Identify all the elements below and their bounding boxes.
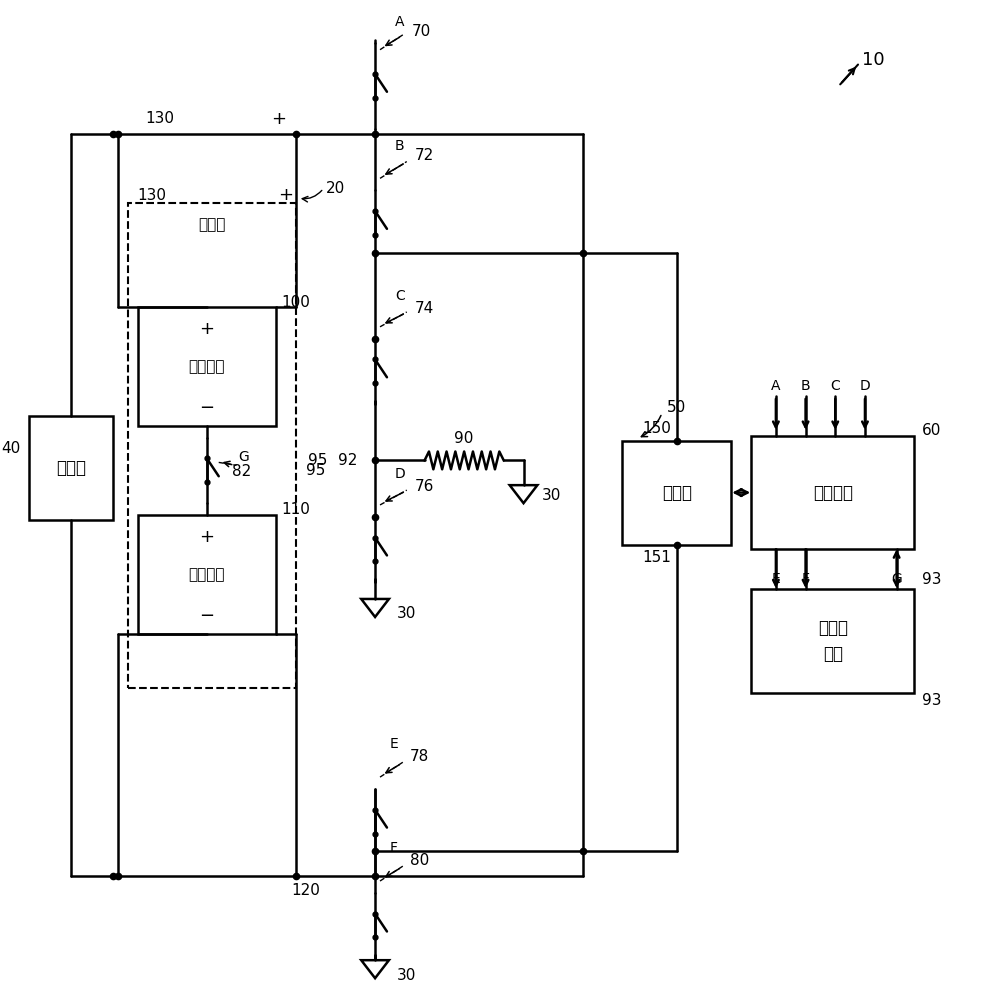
Text: G: G [891,572,902,586]
Text: 76: 76 [414,479,433,494]
Text: 130: 130 [137,188,166,203]
Bar [750,436,913,549]
Bar [137,515,276,634]
Text: B: B [395,139,405,153]
Text: 82: 82 [232,464,250,479]
Text: +: + [278,186,293,204]
Bar [127,203,295,688]
Text: 装置: 装置 [822,645,842,663]
Text: 30: 30 [541,488,561,503]
Text: 151: 151 [642,550,671,565]
Text: 110: 110 [280,502,309,517]
Text: E: E [390,737,399,751]
Text: 20: 20 [325,181,345,196]
Text: 120: 120 [290,883,319,898]
Text: 电池组: 电池组 [198,217,226,232]
Text: 93: 93 [921,693,941,708]
Text: D: D [395,467,406,481]
Bar [750,589,913,693]
Text: 70: 70 [412,24,430,39]
Text: +: + [199,528,214,546]
Text: E: E [770,572,779,586]
Text: A: A [770,379,780,393]
Text: C: C [395,289,405,303]
Text: 150: 150 [642,421,671,436]
Text: +: + [199,320,214,338]
Text: 90: 90 [454,431,473,446]
Text: F: F [390,841,398,855]
Text: 10: 10 [861,51,884,69]
Text: 93: 93 [921,572,941,587]
Text: 130: 130 [145,111,174,126]
Text: 60: 60 [921,423,940,438]
Text: +: + [270,110,285,128]
Text: C: C [830,379,839,393]
Text: D: D [859,379,870,393]
Text: 100: 100 [280,295,309,310]
Text: 电池模块: 电池模块 [189,359,225,374]
Bar [137,307,276,426]
Text: 40: 40 [2,441,21,456]
Text: 72: 72 [414,148,433,163]
Text: G: G [239,450,249,464]
Bar [622,441,731,545]
Text: 95: 95 [307,453,327,468]
Text: 电压源: 电压源 [56,459,85,477]
Text: 电压表: 电压表 [661,484,691,502]
Text: B: B [800,379,809,393]
Text: 92: 92 [338,453,357,468]
Text: −: − [199,399,214,417]
Text: 微处理器: 微处理器 [812,484,852,502]
Text: 存储器: 存储器 [817,619,847,637]
Text: 30: 30 [397,968,415,983]
Bar [29,416,112,520]
Text: 74: 74 [414,301,433,316]
Text: 78: 78 [410,749,428,764]
Text: 95: 95 [305,463,325,478]
Text: −: − [199,607,214,625]
Text: F: F [801,572,809,586]
Text: 50: 50 [666,400,686,415]
Text: A: A [395,15,404,29]
Text: 30: 30 [397,606,415,621]
Text: 电池模块: 电池模块 [189,567,225,582]
Text: 80: 80 [410,853,428,868]
